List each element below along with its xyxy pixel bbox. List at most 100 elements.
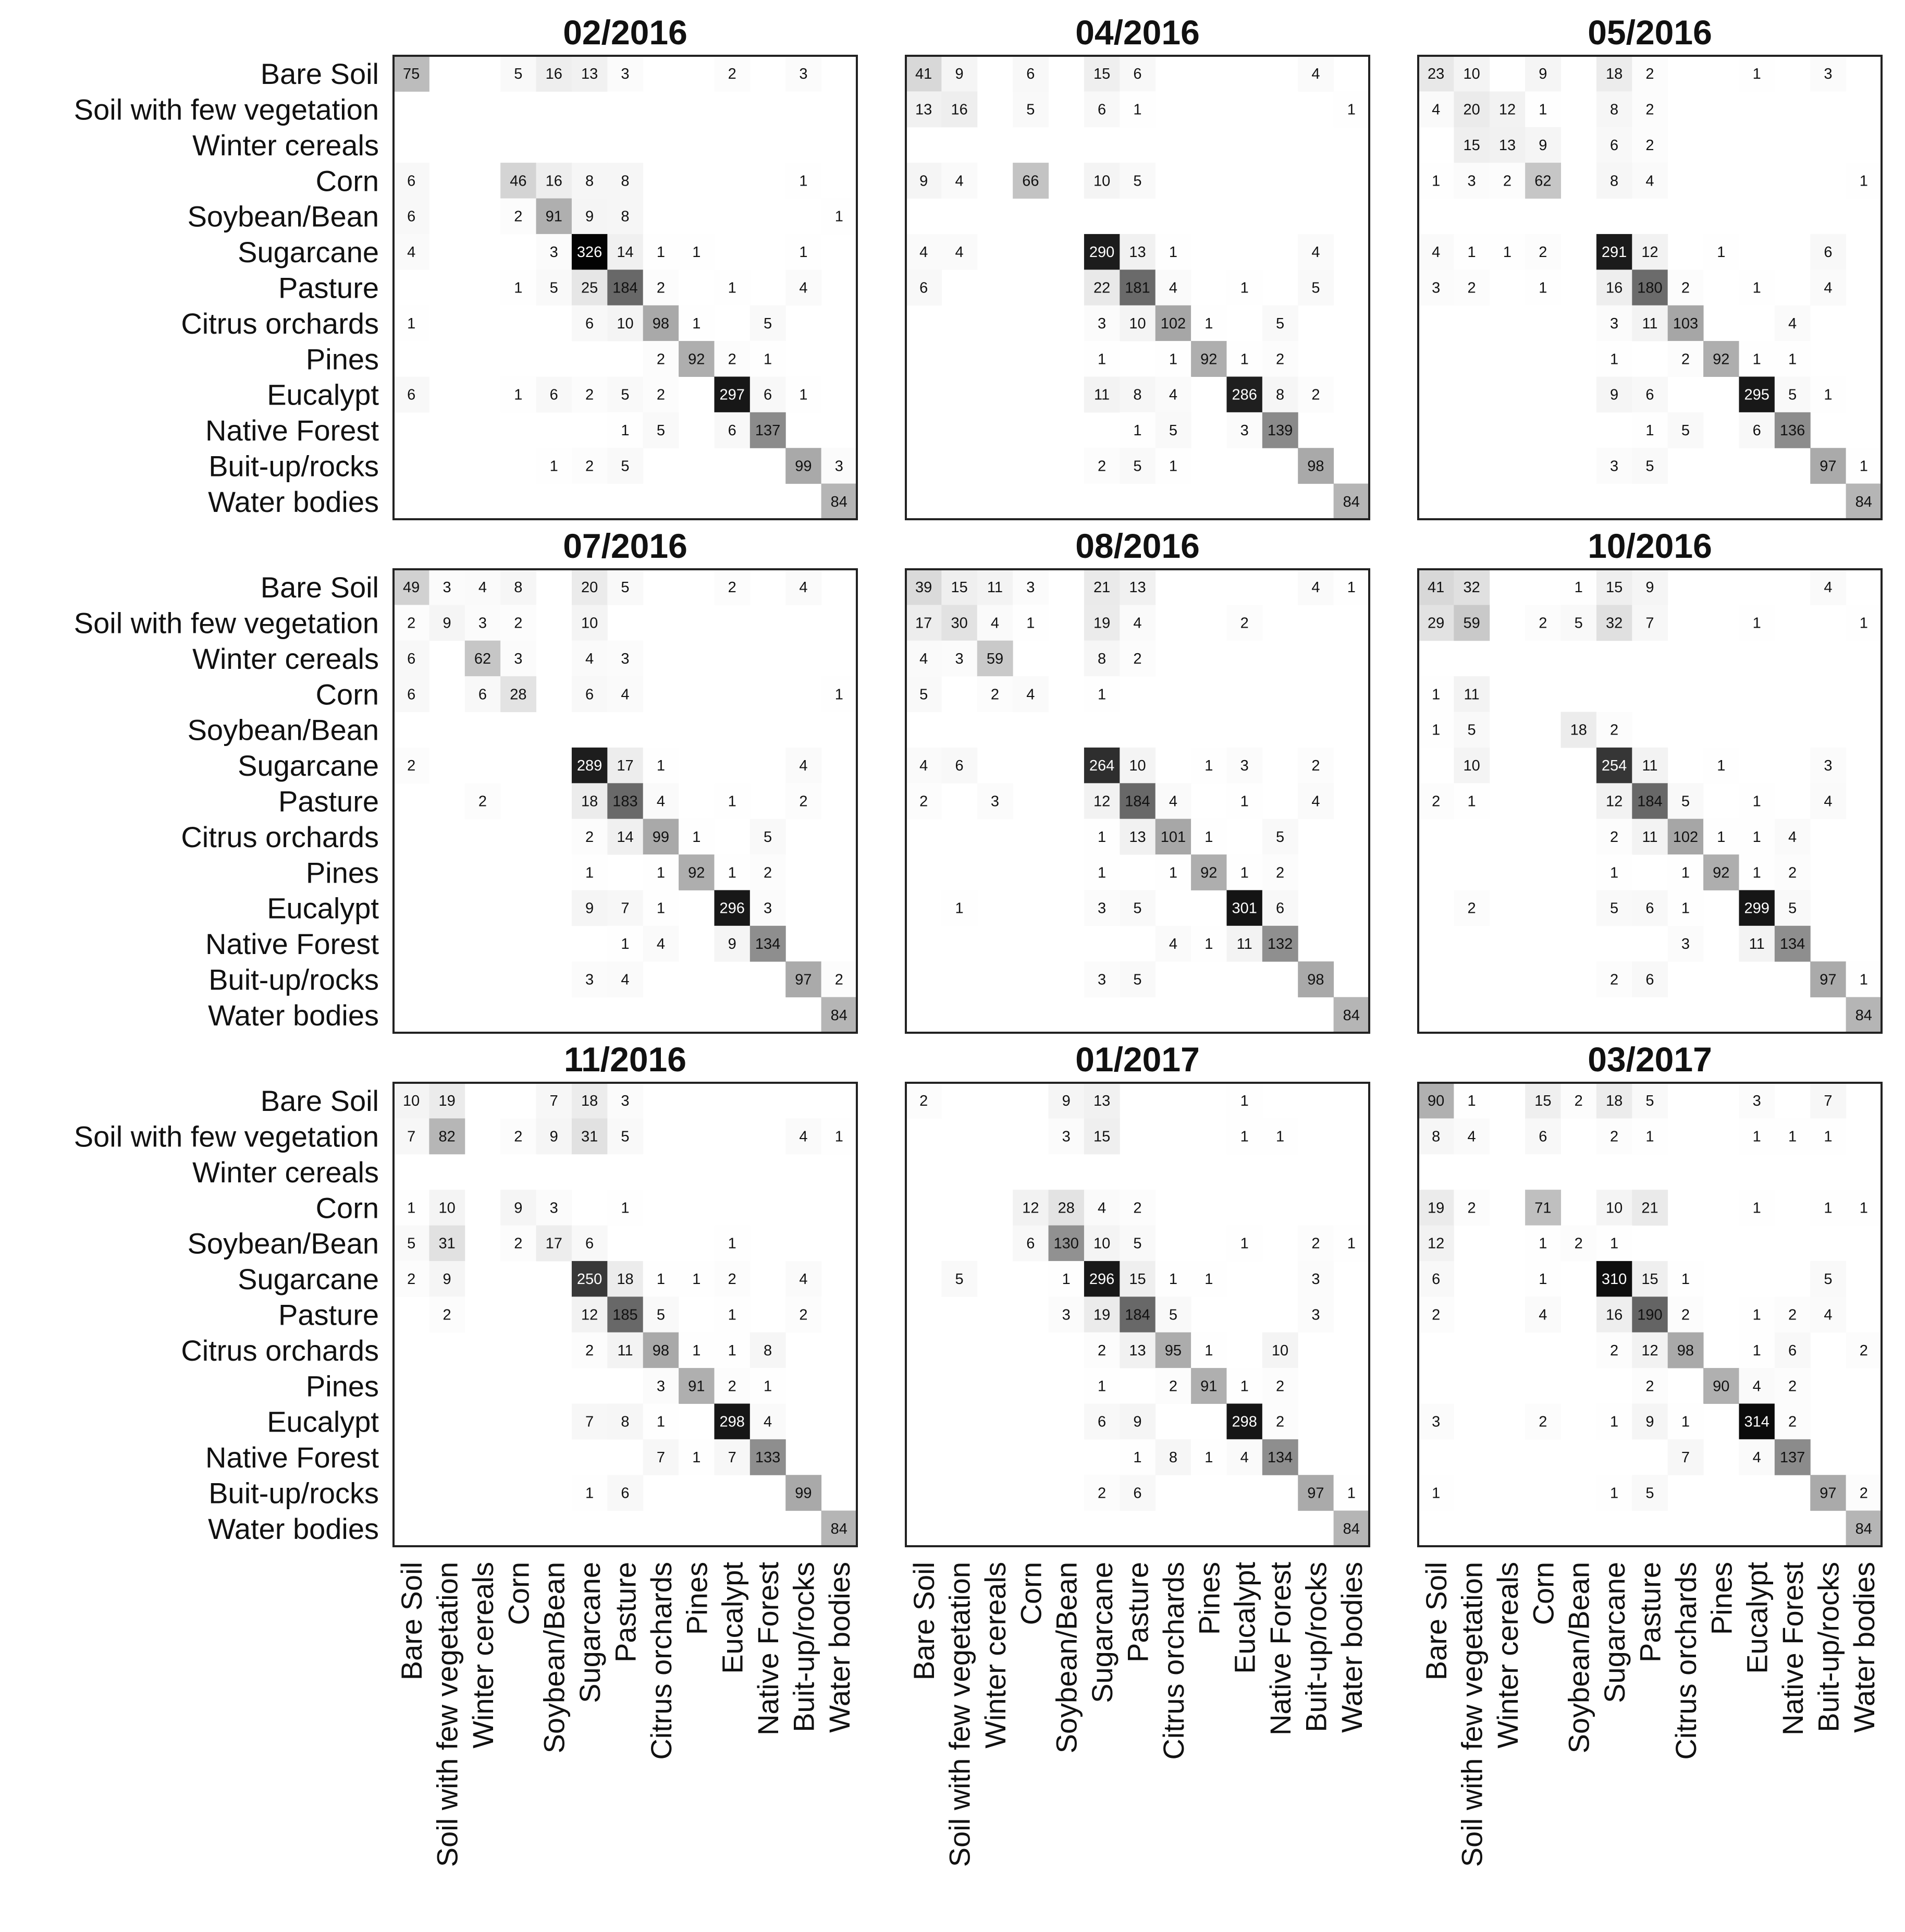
column-label: Water bodies	[1335, 1562, 1368, 1733]
cell-value: 1	[1169, 351, 1177, 368]
matrix-cell	[1084, 1083, 1120, 1119]
cell-value: 6	[1645, 900, 1654, 917]
cell-value: 2	[1539, 615, 1547, 632]
column-label: Soybean/Bean	[538, 1562, 571, 1753]
cell-value: 8	[621, 173, 629, 189]
cell-value: 10	[1463, 66, 1480, 82]
matrix-cell	[1632, 747, 1668, 784]
matrix-cell	[821, 448, 857, 484]
matrix-cell	[1596, 1225, 1632, 1262]
matrix-cell	[1333, 1475, 1370, 1511]
matrix-cell	[749, 925, 786, 962]
matrix-cell	[1120, 1332, 1156, 1368]
matrix-cell	[1632, 305, 1668, 341]
cell-value: 82	[438, 1129, 455, 1145]
cell-value: 1	[1169, 1271, 1177, 1288]
cell-value: 2	[1432, 1307, 1440, 1324]
matrix-cell	[571, 890, 608, 926]
cell-value: 98	[1307, 458, 1324, 474]
matrix-cell	[1226, 890, 1263, 926]
cell-value: 314	[1744, 1414, 1769, 1430]
matrix-cell	[1667, 1332, 1704, 1368]
cell-value: 2	[728, 579, 736, 596]
column-label: Buit-up/rocks	[787, 1562, 820, 1732]
cell-value: 2	[1133, 1200, 1141, 1216]
cell-value: 1	[585, 1485, 594, 1501]
panel-frame	[1417, 568, 1883, 1034]
cell-value: 1	[1753, 351, 1761, 368]
cell-value: 9	[1539, 137, 1547, 154]
matrix-cell	[1596, 270, 1632, 306]
cell-value: 3	[1026, 579, 1035, 596]
cell-value: 6	[407, 686, 415, 703]
matrix-cell	[1596, 569, 1632, 605]
row-label: Soil with few vegetation	[74, 607, 379, 640]
cell-value: 4	[799, 1129, 807, 1145]
matrix-cell	[1120, 747, 1156, 784]
column-label: Pines	[1193, 1562, 1225, 1635]
matrix-cell	[1596, 783, 1632, 820]
cell-value: 1	[1276, 1129, 1284, 1145]
cell-value: 25	[581, 280, 598, 297]
matrix-cell	[1120, 783, 1156, 820]
cell-value: 2	[1133, 651, 1141, 667]
panel-frame	[905, 55, 1370, 520]
row-label: Citrus orchards	[181, 1334, 379, 1367]
matrix-cell	[1632, 376, 1668, 413]
cell-value: 2	[764, 864, 772, 881]
cell-value: 1	[1610, 1236, 1618, 1252]
matrix-cell	[1298, 56, 1334, 92]
matrix-cell	[1084, 56, 1120, 92]
cell-value: 2	[657, 280, 665, 297]
matrix-cell	[429, 1083, 465, 1119]
matrix-cell	[571, 676, 608, 713]
cell-value: 9	[1610, 387, 1618, 403]
matrix-cell	[571, 961, 608, 998]
cell-value: 97	[1820, 1485, 1836, 1501]
cell-value: 19	[1093, 615, 1110, 632]
matrix-cell	[1846, 997, 1882, 1033]
matrix-cell	[1632, 448, 1668, 484]
cell-value: 14	[617, 244, 633, 261]
cell-value: 1	[657, 900, 665, 917]
matrix-cell	[394, 676, 429, 713]
cell-value: 3	[835, 458, 843, 474]
matrix-cell	[607, 1332, 644, 1368]
matrix-cell	[1084, 569, 1120, 605]
cell-value: 5	[1276, 829, 1284, 846]
cell-value: 2	[514, 615, 522, 632]
cell-value: 6	[550, 387, 558, 403]
cell-value: 181	[1125, 280, 1150, 297]
cell-value: 2	[1681, 280, 1690, 297]
matrix-cell	[785, 163, 822, 199]
cell-value: 13	[915, 102, 932, 118]
matrix-cell	[1262, 1332, 1298, 1368]
cell-value: 6	[728, 422, 736, 439]
cell-value: 1	[1169, 458, 1177, 474]
cell-value: 2	[1610, 1129, 1618, 1145]
cell-value: 295	[1744, 387, 1769, 403]
matrix-cell	[1810, 376, 1847, 413]
matrix-cell	[1810, 1083, 1847, 1119]
cell-value: 2	[799, 1307, 807, 1324]
matrix-cell	[607, 1118, 644, 1155]
matrix-cell	[1120, 1403, 1156, 1440]
cell-value: 12	[1022, 1200, 1039, 1216]
matrix-cell	[785, 448, 822, 484]
matrix-cell	[1739, 412, 1775, 448]
cell-value: 46	[510, 173, 526, 189]
matrix-cell	[1298, 448, 1334, 484]
row-label: Winter cereals	[192, 1156, 379, 1189]
matrix-cell	[1454, 747, 1490, 784]
cell-value: 3	[1240, 757, 1249, 774]
cell-value: 98	[1307, 971, 1324, 988]
cell-value: 5	[407, 1236, 415, 1252]
matrix-cell	[1739, 1439, 1775, 1475]
cell-value: 1	[1610, 351, 1618, 368]
column-label: Pines	[1705, 1562, 1738, 1635]
cell-value: 1	[1240, 280, 1249, 297]
cell-value: 4	[478, 579, 487, 596]
matrix-cell	[536, 163, 572, 199]
cell-value: 1	[1098, 351, 1106, 368]
